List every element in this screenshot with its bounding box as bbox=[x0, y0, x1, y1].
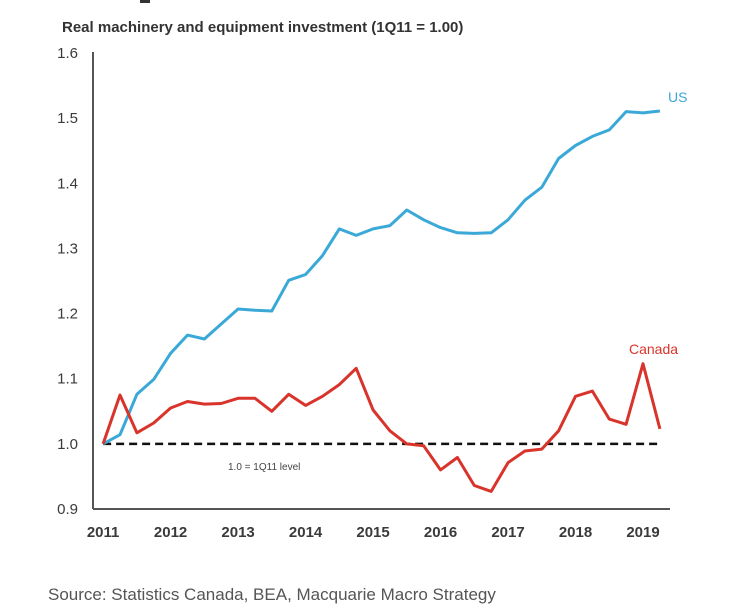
x-axis-ticks: 2011 2012 2013 2014 2015 2016 2017 2018 2019 bbox=[87, 524, 660, 541]
x-tick-label: 2013 bbox=[221, 524, 254, 541]
cropped-heading-fragment bbox=[140, 0, 150, 3]
y-tick-label: 1.1 bbox=[57, 371, 78, 388]
x-tick-label: 2011 bbox=[87, 524, 120, 541]
x-tick-label: 2014 bbox=[289, 524, 323, 541]
x-tick-label: 2018 bbox=[559, 524, 592, 541]
y-tick-label: 0.9 bbox=[57, 501, 78, 518]
y-tick-label: 1.3 bbox=[57, 240, 78, 257]
y-axis-ticks: 1.6 1.5 1.4 1.3 1.2 1.1 1.0 0.9 bbox=[57, 45, 78, 518]
series-line-us bbox=[102, 109, 661, 446]
source-note: Source: Statistics Canada, BEA, Macquari… bbox=[48, 585, 496, 604]
y-tick-label: 1.4 bbox=[57, 175, 78, 192]
series-line-canada bbox=[101, 362, 662, 493]
x-tick-label: 2019 bbox=[626, 524, 659, 541]
y-tick-label: 1.0 bbox=[57, 436, 78, 453]
reference-line-label: 1.0 = 1Q11 level bbox=[228, 462, 300, 473]
chart-title: Real machinery and equipment investment … bbox=[62, 19, 463, 36]
x-tick-label: 2016 bbox=[424, 524, 457, 541]
x-tick-label: 2015 bbox=[356, 524, 389, 541]
y-tick-label: 1.5 bbox=[57, 110, 78, 127]
x-tick-label: 2012 bbox=[154, 524, 187, 541]
series-label-canada: Canada bbox=[629, 341, 678, 357]
series-label-us: US bbox=[668, 89, 687, 105]
y-tick-label: 1.6 bbox=[57, 45, 78, 62]
series-group bbox=[101, 109, 662, 493]
y-tick-label: 1.2 bbox=[57, 306, 78, 323]
x-tick-label: 2017 bbox=[491, 524, 524, 541]
